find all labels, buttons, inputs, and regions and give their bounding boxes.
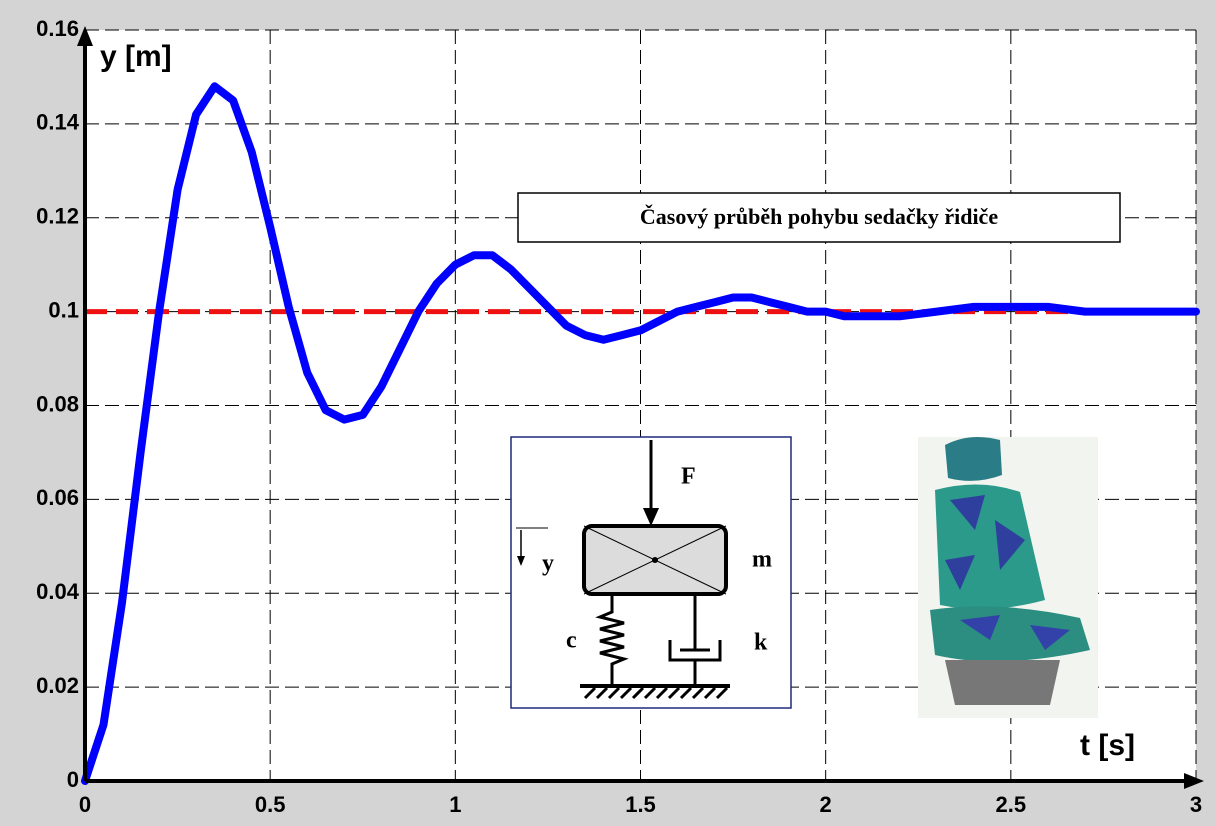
displacement-arrow-head: [517, 556, 525, 566]
x-tick-label: 2: [820, 792, 832, 817]
force-arrow-head: [643, 508, 659, 526]
y-tick-label: 0.02: [36, 673, 79, 698]
seat-headrest: [945, 436, 1002, 481]
x-tick-label: 1: [449, 792, 461, 817]
annotation: Časový průběh pohybu sedačky řidiče: [640, 204, 998, 229]
x-axis-label: t [s]: [1080, 729, 1135, 762]
seat-pattern: [945, 495, 1025, 590]
x-tick-label: 2.5: [996, 792, 1027, 817]
seat-base: [945, 660, 1060, 705]
y-tick-label: 0.04: [36, 579, 80, 604]
y-tick-label: 0.14: [36, 110, 80, 135]
mass-label: m: [752, 547, 772, 573]
ground-hatch: [583, 686, 729, 700]
displacement-label: y: [542, 551, 554, 577]
force-label: F: [681, 464, 696, 490]
x-tick-label: 1.5: [625, 792, 656, 817]
y-tick-label: 0.06: [36, 485, 79, 510]
x-axis-arrow: [1184, 773, 1204, 789]
x-tick-label: 0.5: [255, 792, 286, 817]
annotation-box: [517, 192, 1121, 243]
mechanical-diagram: F m y c k: [510, 436, 792, 709]
y-tick-label: 0.08: [36, 391, 79, 416]
x-tick-label: 3: [1190, 792, 1202, 817]
x-tick-label: 0: [79, 792, 91, 817]
damper-label: k: [754, 630, 768, 656]
spring-label: c: [566, 628, 577, 654]
seat-picture: [918, 436, 1098, 718]
y-axis-arrow: [77, 26, 93, 46]
y-tick-label: 0.16: [36, 16, 79, 41]
seat-pattern: [960, 615, 1070, 650]
spring: [595, 596, 629, 686]
y-tick-label: 0.1: [48, 297, 79, 322]
mass-center: [652, 557, 658, 563]
data-line: [81, 82, 1200, 785]
y-tick-label: 0.12: [36, 204, 79, 229]
y-tick-label: 0: [67, 767, 79, 792]
y-axis-label: y [m]: [100, 40, 172, 73]
